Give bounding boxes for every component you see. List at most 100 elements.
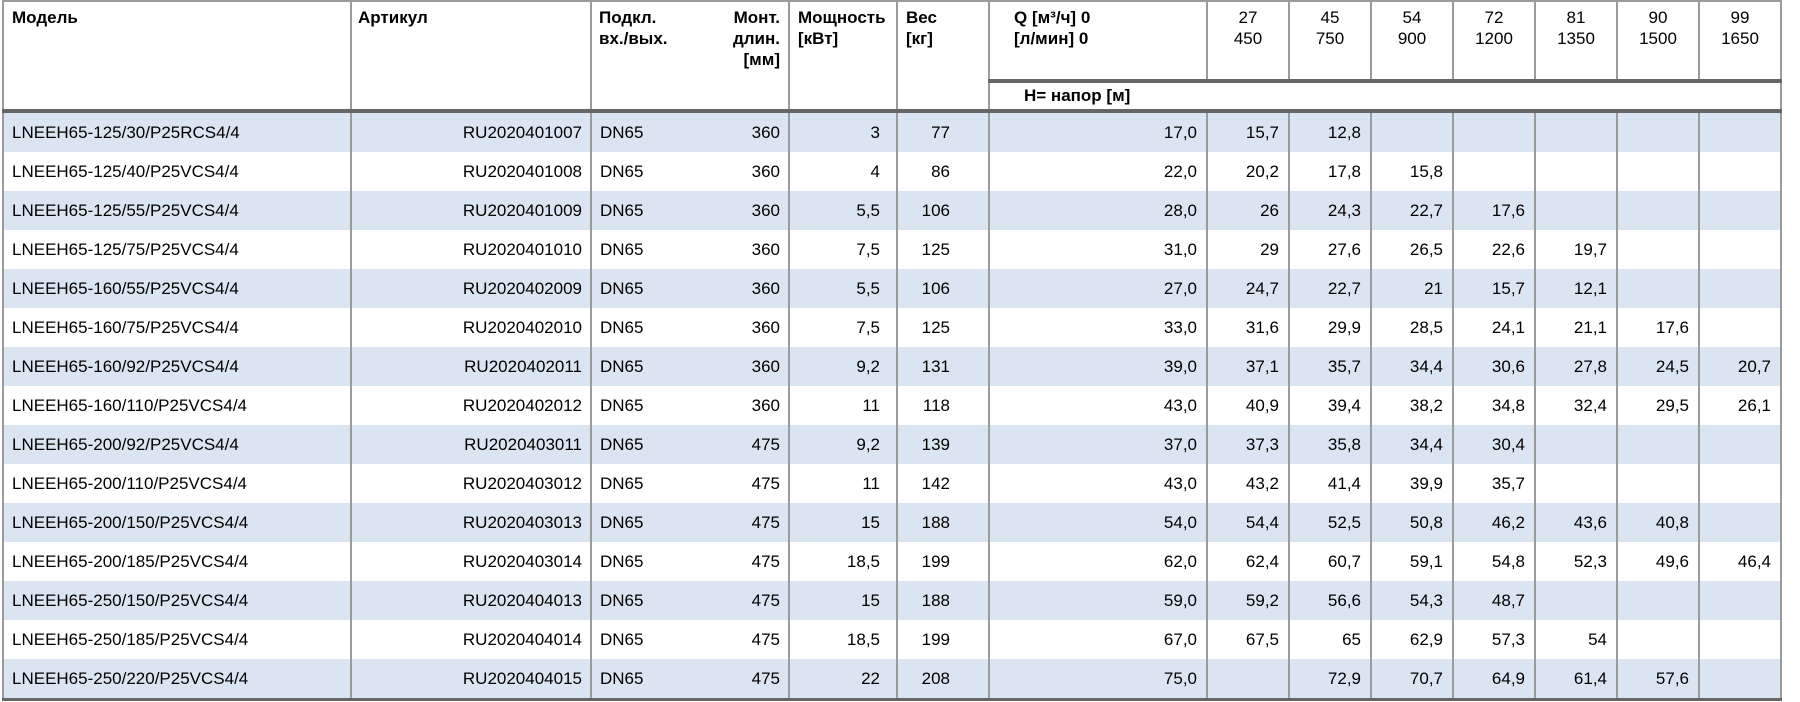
cell-head-q90: 29,5 [1616, 386, 1699, 425]
cell-connection: DN65 [590, 152, 699, 191]
cell-power: 11 [788, 386, 897, 425]
cell-power: 15 [788, 581, 897, 620]
cell-head-q54: 26,5 [1370, 230, 1453, 269]
cell-head-q90 [1616, 230, 1699, 269]
cell-weight: 125 [896, 230, 989, 269]
cell-power: 7,5 [788, 308, 897, 347]
cell-model: LNEEH65-200/185/P25VCS4/4 [12, 551, 249, 571]
cell-mount: 475 [751, 512, 780, 532]
cell-connection: DN65 [590, 191, 699, 230]
column-header-flow-2: 45 750 [1288, 1, 1371, 83]
cell-power: 11 [788, 464, 897, 503]
cell-head-q90 [1616, 620, 1699, 659]
cell-weight: 86 [896, 152, 989, 191]
cell-head-q45: 72,9 [1288, 659, 1371, 700]
cell-head-q45: 56,6 [1288, 581, 1371, 620]
column-header-flow-3: 54 900 [1370, 1, 1453, 83]
cell-mount: 475 [751, 434, 780, 454]
cell-head-q90: 17,6 [1616, 308, 1699, 347]
cell-power: 4 [788, 152, 897, 191]
cell-head-q0: 31,0 [988, 230, 1207, 269]
cell-power: 15 [788, 503, 897, 542]
cell-head-q27: 67,5 [1206, 620, 1289, 659]
cell-weight: 199 [896, 542, 989, 581]
cell-article: RU2020403014 [350, 542, 591, 581]
cell-article: RU2020402010 [350, 308, 591, 347]
cell-head-q54: 50,8 [1370, 503, 1453, 542]
cell-head-q45: 24,3 [1288, 191, 1371, 230]
cell-model: LNEEH65-125/55/P25VCS4/4 [12, 200, 239, 220]
cell-head-q72: 24,1 [1452, 308, 1535, 347]
cell-head-q27 [1206, 659, 1289, 700]
cell-head-q0: 17,0 [988, 111, 1207, 152]
cell-head-q0: 39,0 [988, 347, 1207, 386]
cell-head-q45: 35,7 [1288, 347, 1371, 386]
flow-1-lmin: 450 [1233, 29, 1263, 48]
cell-power: 9,2 [788, 425, 897, 464]
column-header-connection: Подкл. вх./вых. [590, 1, 699, 113]
cell-head-q54: 34,4 [1370, 347, 1453, 386]
table-row: LNEEH65-250/185/P25VCS4/4 RU2020404014 D… [3, 620, 1781, 659]
cell-head-q45: 52,5 [1288, 503, 1371, 542]
cell-head-q27: 37,1 [1206, 347, 1289, 386]
cell-head-q99: 46,4 [1698, 542, 1781, 581]
flow-4-lmin: 1200 [1475, 29, 1513, 48]
table-row: LNEEH65-125/55/P25VCS4/4 RU2020401009 DN… [3, 191, 1781, 230]
column-header-model: Модель [3, 1, 351, 113]
cell-head-q45: 60,7 [1288, 542, 1371, 581]
column-header-model-label: Модель [12, 8, 78, 27]
cell-article: RU2020402012 [350, 386, 591, 425]
cell-head-q99 [1698, 503, 1781, 542]
flow-2-m3h: 45 [1320, 8, 1340, 27]
cell-weight: 106 [896, 269, 989, 308]
column-header-flow-4: 72 1200 [1452, 1, 1535, 83]
flow-6-m3h: 90 [1648, 8, 1668, 27]
cell-article: RU2020401009 [350, 191, 591, 230]
cell-head-q0: 22,0 [988, 152, 1207, 191]
cell-mount: 475 [751, 629, 780, 649]
cell-head-q0: 43,0 [988, 386, 1207, 425]
cell-connection: DN65 [590, 386, 699, 425]
flow-1-m3h: 27 [1238, 8, 1258, 27]
cell-head-q0: 33,0 [988, 308, 1207, 347]
cell-model: LNEEH65-160/55/P25VCS4/4 [12, 278, 239, 298]
cell-weight: 199 [896, 620, 989, 659]
cell-connection: DN65 [590, 425, 699, 464]
cell-head-q27: 31,6 [1206, 308, 1289, 347]
weight-header-line1: Вес [906, 8, 937, 27]
cell-head-q0: 62,0 [988, 542, 1207, 581]
column-header-flow-q: Q [м³/ч] 0 [л/мин] 0 [988, 1, 1207, 83]
cell-head-q99 [1698, 659, 1781, 700]
column-header-flow-6: 90 1500 [1616, 1, 1699, 83]
cell-head-q90 [1616, 111, 1699, 152]
cell-power: 18,5 [788, 542, 897, 581]
cell-power: 18,5 [788, 620, 897, 659]
cell-article: RU2020401007 [350, 111, 591, 152]
cell-head-q54: 39,9 [1370, 464, 1453, 503]
cell-connection: DN65 [590, 347, 699, 386]
cell-head-q54: 70,7 [1370, 659, 1453, 700]
cell-head-q81 [1534, 425, 1617, 464]
cell-head-q90: 57,6 [1616, 659, 1699, 700]
cell-head-q0: 59,0 [988, 581, 1207, 620]
cell-head-q27: 15,7 [1206, 111, 1289, 152]
flow-7-lmin: 1650 [1721, 29, 1759, 48]
cell-head-q99 [1698, 581, 1781, 620]
cell-mount: 475 [751, 590, 780, 610]
cell-head-q99: 20,7 [1698, 347, 1781, 386]
cell-head-q99: 26,1 [1698, 386, 1781, 425]
cell-mount: 360 [751, 161, 780, 181]
cell-head-q99 [1698, 152, 1781, 191]
cell-article: RU2020404013 [350, 581, 591, 620]
cell-weight: 106 [896, 191, 989, 230]
cell-head-q90 [1616, 152, 1699, 191]
flow-3-lmin: 900 [1397, 29, 1427, 48]
cell-weight: 77 [896, 111, 989, 152]
cell-weight: 188 [896, 503, 989, 542]
cell-weight: 118 [896, 386, 989, 425]
cell-head-q81 [1534, 191, 1617, 230]
cell-head-q27: 37,3 [1206, 425, 1289, 464]
connection-header-line1: Подкл. [599, 8, 657, 27]
cell-weight: 139 [896, 425, 989, 464]
table-body: LNEEH65-125/30/P25RCS4/4 RU2020401007 DN… [3, 111, 1781, 700]
